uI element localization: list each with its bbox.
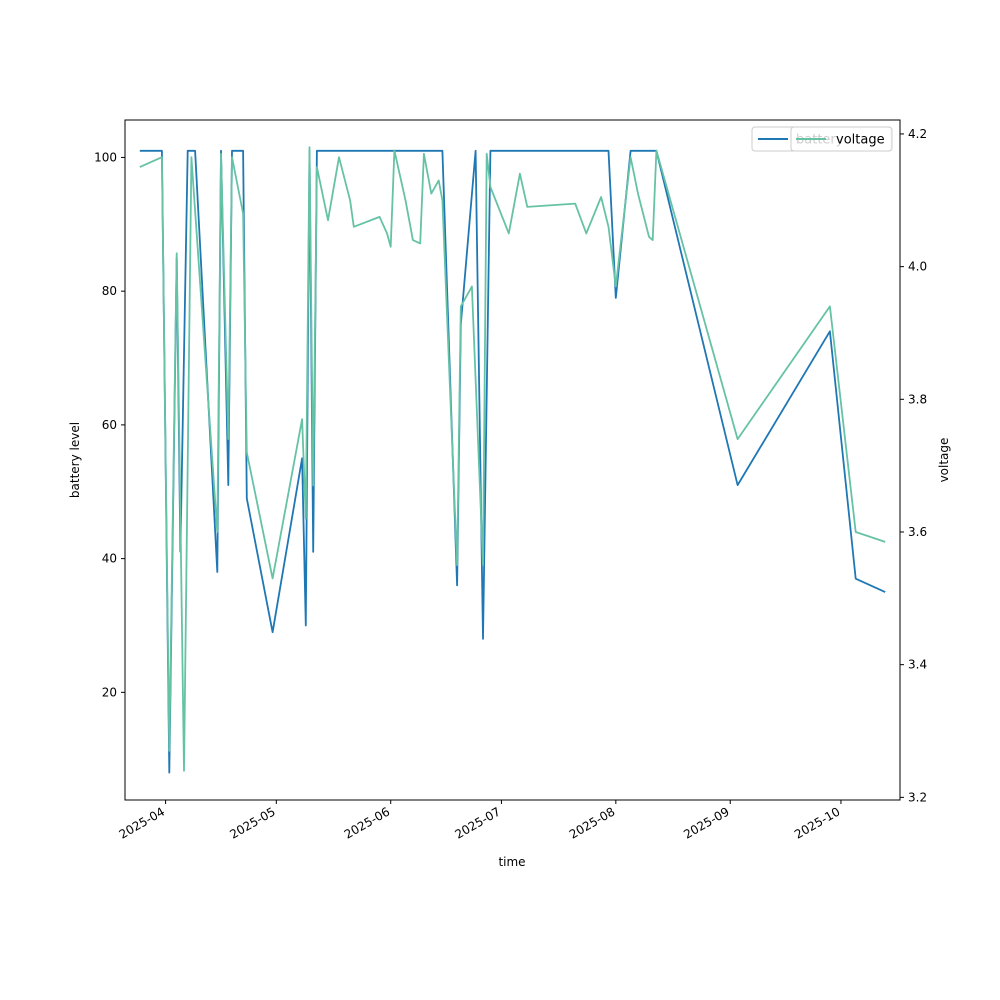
series-layer xyxy=(139,146,886,774)
series-line-voltage xyxy=(139,146,886,772)
y-axis-label-right: voltage xyxy=(937,438,951,483)
legend-label-voltage: voltage xyxy=(836,133,885,148)
y-tick-label-right: 3.6 xyxy=(908,525,927,539)
y-tick-label-right: 3.4 xyxy=(908,658,927,672)
y-tick-label-right: 3.8 xyxy=(908,392,927,406)
y-tick-label-left: 60 xyxy=(102,418,117,432)
y-tick-label-right: 3.2 xyxy=(908,790,927,804)
y-tick-label-left: 20 xyxy=(102,685,117,699)
y-axis-left: 20 40 60 80 100 xyxy=(94,150,125,699)
y-tick-label-right: 4.0 xyxy=(908,260,927,274)
y-axis-right: 3.2 3.4 3.6 3.8 4.0 4.2 xyxy=(900,127,927,804)
y-tick-label-left: 40 xyxy=(102,552,117,566)
legend-voltage: voltage xyxy=(790,126,893,152)
y-tick-label-right: 4.2 xyxy=(908,127,927,141)
y-tick-label-left: 100 xyxy=(94,150,117,164)
x-axis-label: time xyxy=(498,855,525,869)
plot-frame xyxy=(124,119,901,801)
y-axis-label-left: battery level xyxy=(68,422,82,498)
y-tick-label-left: 80 xyxy=(102,284,117,298)
legend-box-voltage xyxy=(790,126,893,152)
